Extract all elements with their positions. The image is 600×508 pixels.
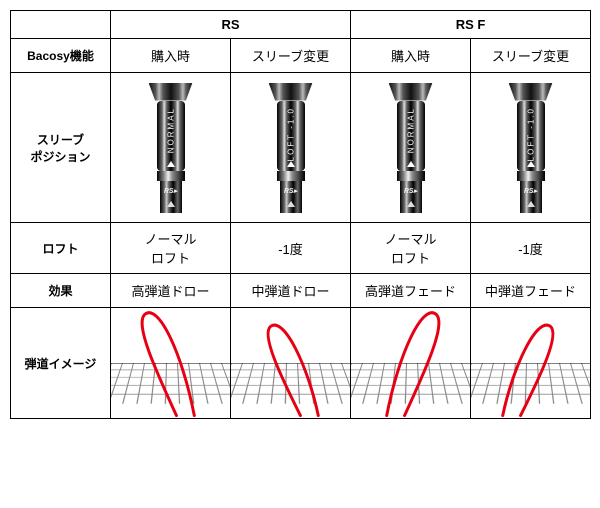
trajectory-graphic — [111, 308, 230, 418]
row-bacosy: Bacosy機能 購入時 スリーブ変更 購入時 スリーブ変更 — [11, 39, 591, 73]
spec-table: RS RS F Bacosy機能 購入時 スリーブ変更 購入時 スリーブ変更 ス… — [10, 10, 591, 419]
row-sleeve: スリーブポジション NORMAL RS▸ LOFT -1.0 RS▸ — [11, 73, 591, 223]
rs-mark: RS▸ — [404, 187, 417, 195]
cell-effect: 中弾道ドロー — [231, 274, 351, 308]
row-label-loft: ロフト — [11, 223, 111, 274]
cell-sleeve: LOFT -1.0 RS▸ — [231, 73, 351, 223]
blank-corner — [11, 11, 111, 39]
sleeve-graphic: LOFT -1.0 RS▸ — [509, 83, 553, 213]
trajectory-graphic — [231, 308, 350, 418]
row-label-effect: 効果 — [11, 274, 111, 308]
cell-effect: 高弾道フェード — [351, 274, 471, 308]
row-effect: 効果 高弾道ドロー 中弾道ドロー 高弾道フェード 中弾道フェード — [11, 274, 591, 308]
sleeve-setting-label: LOFT -1.0 — [286, 107, 295, 161]
cell-bacosy: 購入時 — [351, 39, 471, 73]
cell-trajectory — [471, 308, 591, 419]
cell-bacosy: スリーブ変更 — [231, 39, 351, 73]
rs-mark: RS▸ — [284, 187, 297, 195]
sleeve-graphic: NORMAL RS▸ — [149, 83, 193, 213]
sleeve-setting-label: NORMAL — [406, 107, 415, 153]
cell-loft: ノーマルロフト — [351, 223, 471, 274]
rs-mark: RS▸ — [524, 187, 537, 195]
sleeve-graphic: LOFT -1.0 RS▸ — [269, 83, 313, 213]
row-loft: ロフト ノーマルロフト -1度 ノーマルロフト -1度 — [11, 223, 591, 274]
sleeve-graphic: NORMAL RS▸ — [389, 83, 433, 213]
trajectory-curve — [351, 308, 470, 418]
trajectory-curve — [471, 308, 590, 418]
group-header-rsf: RS F — [351, 11, 591, 39]
row-trajectory: 弾道イメージ — [11, 308, 591, 419]
cell-sleeve: NORMAL RS▸ — [351, 73, 471, 223]
sleeve-setting-label: LOFT -1.0 — [526, 107, 535, 161]
cell-loft: -1度 — [471, 223, 591, 274]
cell-effect: 中弾道フェード — [471, 274, 591, 308]
sleeve-setting-label: NORMAL — [166, 107, 175, 153]
cell-sleeve: LOFT -1.0 RS▸ — [471, 73, 591, 223]
cell-trajectory — [111, 308, 231, 419]
cell-loft: -1度 — [231, 223, 351, 274]
rs-mark: RS▸ — [164, 187, 177, 195]
cell-trajectory — [231, 308, 351, 419]
row-label-sleeve: スリーブポジション — [11, 73, 111, 223]
trajectory-graphic — [351, 308, 470, 418]
cell-bacosy: スリーブ変更 — [471, 39, 591, 73]
trajectory-curve — [231, 308, 350, 418]
group-header-row: RS RS F — [11, 11, 591, 39]
cell-bacosy: 購入時 — [111, 39, 231, 73]
row-label-trajectory: 弾道イメージ — [11, 308, 111, 419]
row-label-bacosy: Bacosy機能 — [11, 39, 111, 73]
cell-effect: 高弾道ドロー — [111, 274, 231, 308]
cell-sleeve: NORMAL RS▸ — [111, 73, 231, 223]
trajectory-curve — [111, 308, 230, 418]
group-header-rs: RS — [111, 11, 351, 39]
trajectory-graphic — [471, 308, 590, 418]
cell-loft: ノーマルロフト — [111, 223, 231, 274]
cell-trajectory — [351, 308, 471, 419]
